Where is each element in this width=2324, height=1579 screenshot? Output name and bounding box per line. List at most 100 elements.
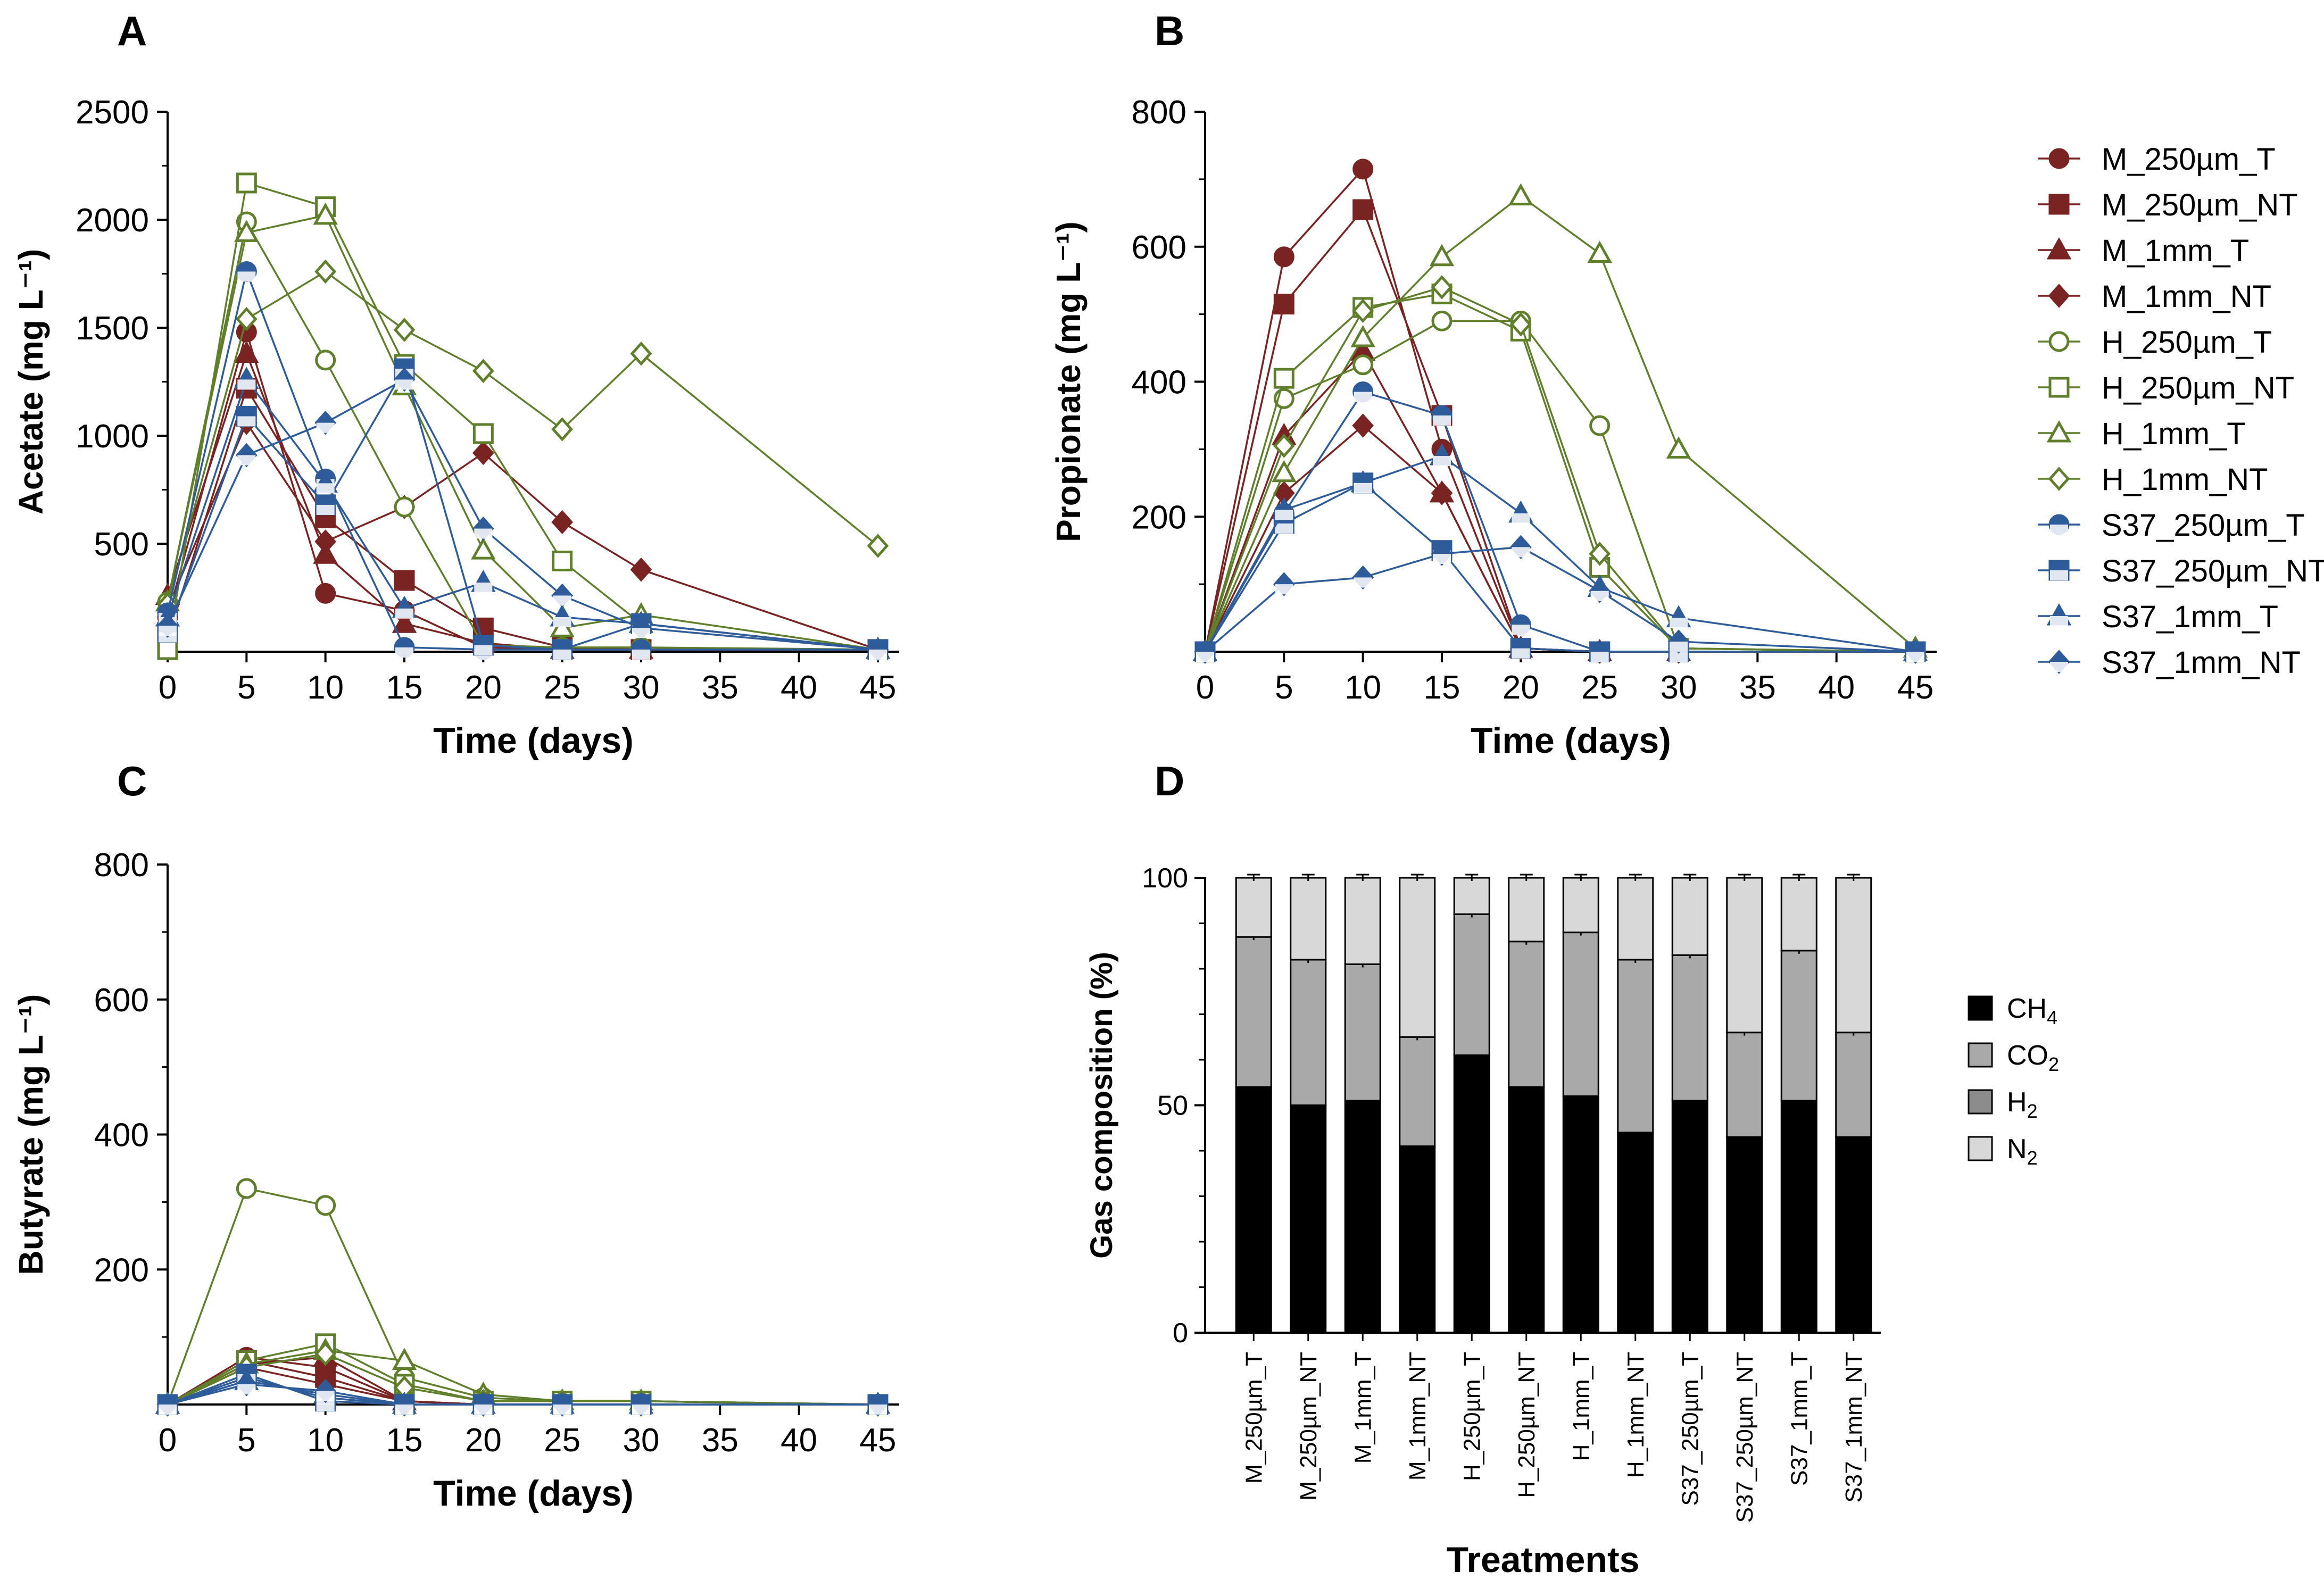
data-point-half bbox=[316, 422, 335, 433]
y-tick-label: 100 bbox=[1142, 863, 1188, 894]
series-line bbox=[167, 270, 879, 605]
x-tick-label: 5 bbox=[1275, 669, 1293, 706]
series-h-250um-t bbox=[157, 1178, 889, 1415]
x-axis-label: Treatments bbox=[1447, 1540, 1640, 1579]
x-tick-label: 20 bbox=[465, 669, 502, 706]
bar-stack-m-250um-nt bbox=[1290, 874, 1327, 1334]
series-line bbox=[167, 268, 878, 651]
series-line bbox=[167, 386, 878, 651]
bar-stack-m-250um-t bbox=[1235, 874, 1272, 1334]
bar-n2 bbox=[1344, 877, 1381, 965]
data-point bbox=[1509, 312, 1532, 337]
bar-n2 bbox=[1562, 877, 1599, 934]
data-point bbox=[157, 639, 178, 660]
legend-label-sub: 4 bbox=[2047, 1007, 2057, 1028]
y-tick-label: 0 bbox=[1173, 1318, 1188, 1349]
legend-label: M_1mm_T bbox=[2102, 234, 2249, 268]
data-point bbox=[235, 307, 258, 331]
y-tick-label: 400 bbox=[94, 1117, 149, 1154]
data-point bbox=[1352, 354, 1374, 376]
series-line bbox=[167, 181, 878, 651]
y-tick-label: 50 bbox=[1157, 1091, 1188, 1121]
series-h-1mm-nt bbox=[156, 259, 889, 617]
series-line bbox=[1204, 546, 1916, 653]
data-point-half bbox=[1354, 392, 1372, 402]
panel-letter: A bbox=[117, 7, 147, 54]
data-point-half bbox=[1512, 648, 1530, 659]
legend-item-s37-1mm-nt: S37_1mm_NT bbox=[2038, 645, 2301, 680]
legend-item-s37-250um-nt: S37_250µm_NT bbox=[2038, 554, 2324, 588]
x-tick-label: 30 bbox=[623, 1422, 660, 1459]
x-tick-label: 0 bbox=[159, 669, 177, 706]
x-axis-label: Time (days) bbox=[433, 720, 634, 761]
legend-item-n2: N2 bbox=[1968, 1134, 2038, 1169]
data-point bbox=[315, 583, 336, 604]
data-point-half bbox=[869, 1405, 887, 1415]
bar-n2 bbox=[1617, 877, 1654, 961]
legend-item-s37-250um-t: S37_250µm_T bbox=[2038, 508, 2305, 543]
series-h-250um-nt bbox=[1194, 284, 1926, 662]
series-m-1mm-nt bbox=[156, 410, 889, 662]
data-point-half bbox=[474, 583, 493, 593]
data-point-half bbox=[632, 1405, 650, 1415]
data-point-half bbox=[632, 649, 650, 660]
series-line bbox=[1204, 424, 1915, 653]
data-point-half bbox=[1354, 483, 1372, 493]
legend-marker bbox=[2048, 331, 2070, 352]
data-point-half bbox=[395, 647, 413, 658]
series-line bbox=[167, 328, 878, 651]
x-tick-label: 15 bbox=[386, 1422, 423, 1459]
data-point bbox=[1350, 325, 1375, 347]
bar-stack-m-1mm-t bbox=[1344, 874, 1381, 1334]
bar-ch4 bbox=[1780, 1100, 1817, 1334]
series-h-1mm-nt bbox=[1194, 275, 1927, 664]
series-line bbox=[1204, 350, 1915, 653]
x-tick-label: H_1mm_NT bbox=[1623, 1352, 1649, 1478]
x-tick-label: 0 bbox=[159, 1422, 177, 1459]
data-point-half bbox=[1906, 652, 1924, 662]
bar-stack-s37-1mm-t bbox=[1780, 874, 1817, 1334]
legend-swatch bbox=[1968, 1042, 1993, 1068]
series-h-1mm-t bbox=[1192, 183, 1928, 661]
data-point bbox=[630, 557, 652, 582]
x-tick-label: 35 bbox=[702, 669, 738, 706]
data-point-half bbox=[316, 483, 335, 494]
x-tick-label: H_250µm_NT bbox=[1514, 1352, 1540, 1498]
legend-marker-half bbox=[2050, 570, 2068, 580]
panel-c: C 200 400 600 800 0 5 10 15 20 25 30 35 40 45 Time (day… bbox=[12, 758, 899, 1514]
legend-label: H_250µm_NT bbox=[2102, 371, 2294, 405]
x-tick-label: S37_1mm_NT bbox=[1841, 1352, 1867, 1503]
series-s37-1mm-nt bbox=[1194, 535, 1927, 664]
legend-swatch bbox=[1968, 1136, 1993, 1161]
bar-n2 bbox=[1671, 877, 1708, 956]
bar-n2 bbox=[1835, 877, 1872, 1034]
x-tick-label: 5 bbox=[237, 1422, 255, 1459]
x-tick-label: M_250µm_NT bbox=[1296, 1352, 1322, 1501]
x-tick-label: S37_250µm_NT bbox=[1732, 1352, 1758, 1523]
data-point-half bbox=[1670, 618, 1688, 628]
data-point bbox=[1272, 460, 1297, 483]
y-tick-label: 600 bbox=[1132, 229, 1186, 266]
legend-marker-half bbox=[2050, 662, 2068, 672]
data-point bbox=[315, 350, 336, 371]
bar-stack-s37-250um-nt bbox=[1726, 874, 1763, 1334]
data-point-half bbox=[237, 379, 256, 390]
data-point bbox=[314, 259, 337, 284]
legend-label-main: N bbox=[2007, 1134, 2027, 1165]
data-point bbox=[472, 423, 494, 444]
x-tick-label: 15 bbox=[1424, 669, 1460, 706]
data-point bbox=[1431, 310, 1452, 331]
series-m-250um-nt bbox=[1194, 199, 1926, 662]
y-tick-label: 1500 bbox=[76, 310, 149, 347]
data-point bbox=[1508, 183, 1533, 206]
x-axis-label: Time (days) bbox=[1471, 720, 1671, 761]
legend-item-h-250um-nt: H_250µm_NT bbox=[2038, 371, 2294, 405]
legend-item-h2: H2 bbox=[1968, 1087, 2038, 1122]
bar-ch4 bbox=[1671, 1100, 1708, 1334]
bar-co2 bbox=[1235, 936, 1272, 1088]
data-point-half bbox=[1512, 513, 1530, 523]
bar-co2 bbox=[1290, 959, 1327, 1107]
data-point-half bbox=[1590, 652, 1609, 662]
legend-label: S37_1mm_T bbox=[2102, 600, 2278, 634]
